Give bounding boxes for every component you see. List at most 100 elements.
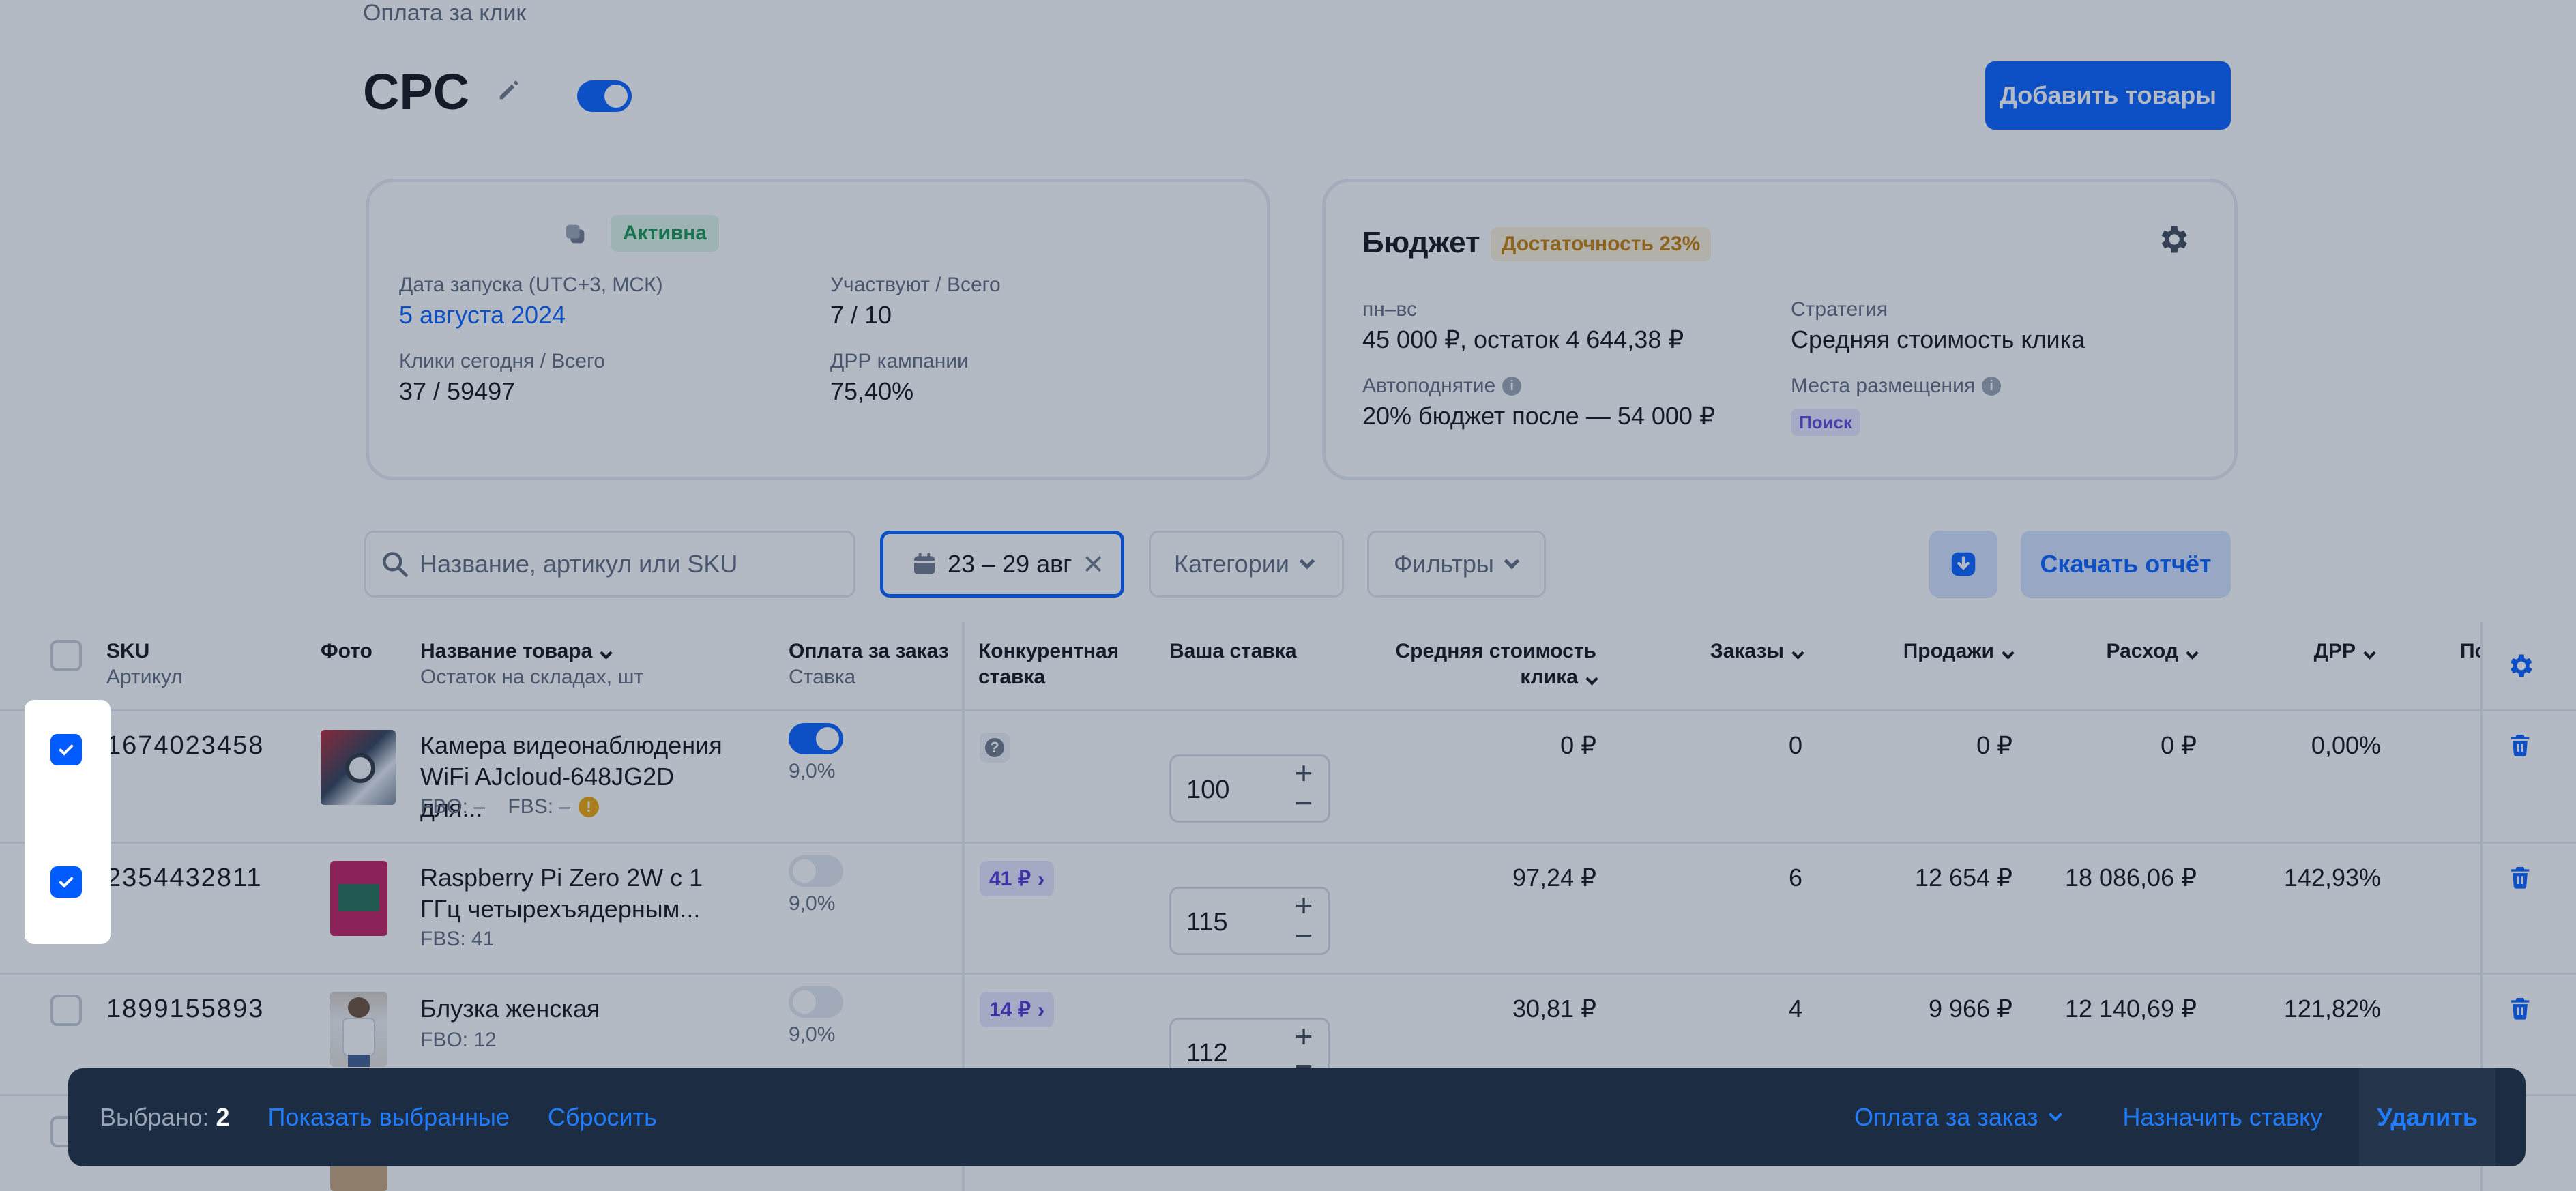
bid-value[interactable]: 112	[1186, 1039, 1228, 1068]
filters-dropdown[interactable]: Фильтры	[1367, 531, 1546, 598]
col-orders[interactable]: Заказы	[1665, 638, 1804, 664]
col-orders-label: Заказы	[1710, 640, 1784, 662]
autoraise-label: Автоподнятие i	[1362, 374, 1522, 398]
placements-label: Места размещения i	[1791, 374, 2002, 398]
plus-icon[interactable]: +	[1294, 1018, 1313, 1054]
columns-settings-gear-icon[interactable]	[2505, 651, 2535, 681]
bid-value[interactable]: 115	[1186, 908, 1228, 937]
assign-bid-button[interactable]: Назначить ставку	[2122, 1103, 2323, 1131]
download-icon-button[interactable]	[1929, 531, 1997, 598]
plus-icon[interactable]: +	[1294, 755, 1313, 791]
launch-date-value[interactable]: 5 августа 2024	[399, 301, 566, 329]
competitive-bid-chip[interactable]: 14 ₽ ›	[980, 992, 1055, 1027]
edit-title-icon[interactable]	[495, 76, 523, 104]
bid-value[interactable]: 100	[1186, 776, 1230, 804]
row-sales: 12 654 ₽	[1914, 864, 2012, 892]
col-sales-label: Продажи	[1903, 640, 1994, 662]
checkbox-highlight	[25, 700, 111, 944]
col-drr-label: ДРР	[2313, 640, 2356, 662]
info-icon[interactable]: i	[1502, 377, 1522, 396]
row-spend: 18 086,06 ₽	[2064, 864, 2197, 892]
pay-per-order-menu[interactable]: Оплата за заказ	[1854, 1103, 2062, 1132]
row-name[interactable]: Блузка женская	[420, 995, 600, 1023]
row-sales: 9 966 ₽	[1929, 995, 2012, 1023]
pay-per-order-toggle[interactable]	[789, 723, 843, 754]
row-name[interactable]: Raspberry Pi Zero 2W с 1 ГГц четырехъяде…	[420, 864, 703, 923]
competitive-bid-value: 14 ₽	[989, 998, 1031, 1021]
download-report-button[interactable]: Скачать отчёт	[2021, 531, 2231, 598]
col-pay-per-order: Оплата за заказ Ставка	[789, 638, 949, 690]
row-sku[interactable]: 1674023458	[106, 731, 265, 760]
row-avg-click: 97,24 ₽	[1512, 864, 1596, 892]
delete-selected-button[interactable]: Удалить	[2359, 1068, 2496, 1166]
pay-per-order-toggle[interactable]	[789, 855, 843, 887]
pay-per-order-toggle[interactable]	[789, 986, 843, 1018]
col-drr[interactable]: ДРР	[2251, 638, 2376, 664]
row-drr: 121,82%	[2283, 995, 2381, 1023]
col-spend[interactable]: Расход	[2053, 638, 2199, 664]
bid-stepper[interactable]: 100 + −	[1169, 754, 1330, 823]
filters-label: Фильтры	[1394, 550, 1494, 578]
reset-link[interactable]: Сбросить	[547, 1103, 657, 1131]
plus-icon[interactable]: +	[1294, 887, 1313, 923]
delete-row-icon[interactable]	[2506, 864, 2534, 891]
col-avg-click-label: Средняя стоимость клика	[1395, 640, 1596, 688]
breadcrumb[interactable]: Оплата за клик	[363, 0, 527, 26]
competitive-bid-chip[interactable]: 41 ₽ ›	[980, 861, 1055, 896]
row-sales: 0 ₽	[1976, 731, 2012, 759]
row-divider	[0, 842, 2576, 844]
row-stock: FBS: 41	[420, 928, 495, 950]
minus-icon[interactable]: −	[1294, 785, 1313, 821]
sticky-column-divider	[2480, 622, 2483, 1191]
row-checkbox[interactable]	[50, 995, 82, 1026]
row-checkbox[interactable]	[50, 734, 82, 765]
selected-count: Выбрано: 2	[100, 1103, 230, 1132]
col-spend-label: Расход	[2106, 640, 2179, 662]
row-stock-text: FBO: – FBS: –	[420, 795, 571, 818]
col-name[interactable]: Название товара Остаток на складах, шт	[420, 638, 643, 690]
row-spend: 12 140,69 ₽	[2064, 995, 2197, 1023]
product-photo[interactable]	[330, 861, 387, 936]
row-sku[interactable]: 2354432811	[106, 864, 263, 892]
delete-row-icon[interactable]	[2506, 995, 2534, 1022]
participants-label: Участвуют / Всего	[830, 274, 1001, 296]
categories-dropdown[interactable]: Категории	[1149, 531, 1344, 598]
budget-settings-gear-icon[interactable]	[2155, 222, 2191, 257]
row-stock: FBO: 12	[420, 1029, 497, 1051]
show-selected-link[interactable]: Показать выбранные	[267, 1103, 510, 1131]
campaign-toggle[interactable]	[577, 80, 632, 112]
minus-icon[interactable]: −	[1294, 917, 1313, 953]
select-all-checkbox[interactable]	[50, 640, 82, 671]
help-icon[interactable]: ?	[980, 733, 1010, 763]
product-photo[interactable]	[330, 992, 387, 1067]
search-placeholder: Название, артикул или SKU	[420, 550, 738, 578]
pinned-columns-divider	[962, 622, 965, 1191]
product-photo[interactable]	[321, 730, 396, 805]
row-sku[interactable]: 1899155893	[106, 995, 265, 1023]
participants-value: 7 / 10	[830, 301, 892, 329]
date-range-picker[interactable]: 23 – 29 авг ×	[880, 531, 1124, 598]
search-input[interactable]: Название, артикул или SKU	[364, 531, 855, 598]
drr-label: ДРР кампании	[830, 350, 969, 372]
add-products-button[interactable]: Добавить товары	[1985, 61, 2231, 130]
date-range-value: 23 – 29 авг	[948, 550, 1072, 578]
col-sales[interactable]: Продажи	[1842, 638, 2015, 664]
chevron-down-icon	[2048, 1108, 2062, 1121]
info-icon[interactable]: i	[1982, 377, 2002, 396]
pay-per-order-menu-label: Оплата за заказ	[1854, 1103, 2038, 1131]
row-rate: 9,0%	[789, 1023, 836, 1046]
warning-icon[interactable]: !	[579, 797, 600, 817]
col-avg-click[interactable]: Средняя стоимость клика	[1337, 638, 1598, 690]
competitive-bid-value: 41 ₽	[989, 867, 1031, 890]
col-pay-label: Оплата за заказ	[789, 640, 949, 662]
row-checkbox[interactable]	[50, 866, 82, 898]
chevron-right-icon: ›	[1037, 997, 1045, 1022]
row-name[interactable]: Камера видеонаблюдения WiFi AJcloud-648J…	[420, 731, 722, 822]
selected-label: Выбрано:	[100, 1103, 209, 1131]
delete-row-icon[interactable]	[2506, 731, 2534, 759]
clicks-value: 37 / 59497	[399, 377, 516, 405]
clear-date-icon[interactable]: ×	[1083, 544, 1104, 584]
copy-icon[interactable]	[561, 220, 589, 248]
bid-stepper[interactable]: 115 + −	[1169, 887, 1330, 955]
